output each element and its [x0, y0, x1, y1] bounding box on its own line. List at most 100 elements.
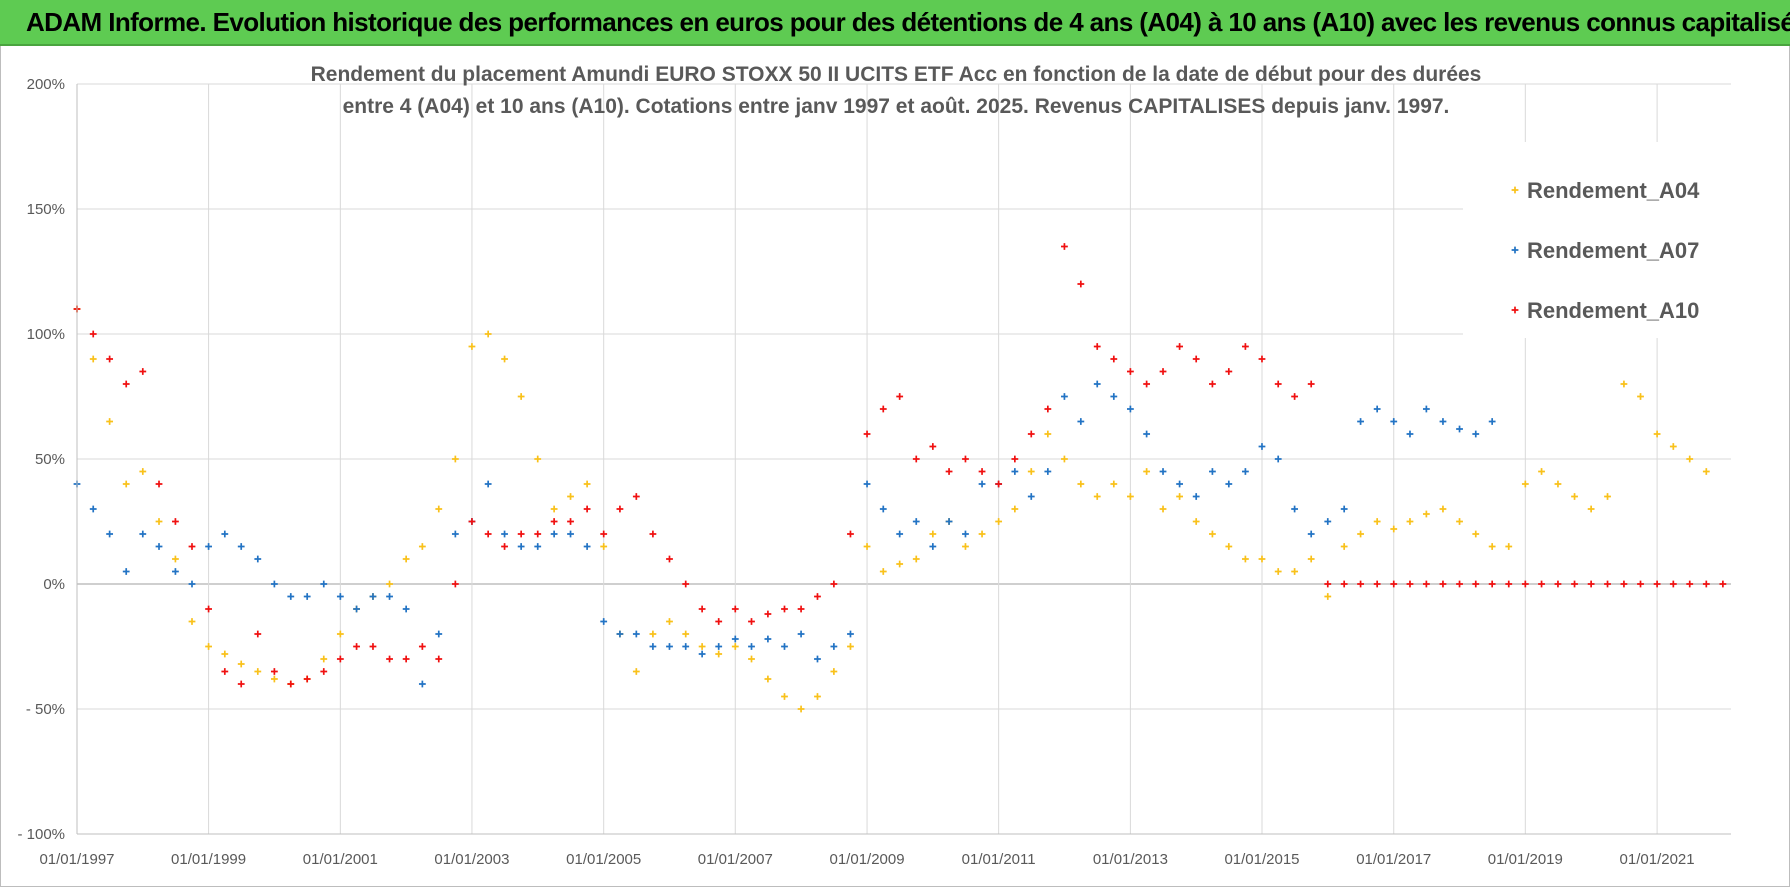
data-point [451, 530, 459, 538]
x-tick-label: 01/01/2017 [1356, 851, 1431, 868]
data-point [929, 543, 937, 550]
data-point [1538, 468, 1545, 475]
data-point [1077, 480, 1085, 488]
legend-marker [1511, 306, 1519, 314]
data-point [1390, 418, 1398, 425]
data-point [106, 355, 114, 363]
data-point [962, 543, 969, 550]
data-point [172, 568, 179, 575]
data-point [205, 605, 212, 613]
data-point [1538, 580, 1545, 588]
data-point [1422, 580, 1430, 588]
data-point [1456, 518, 1463, 525]
y-tick-label: 50% [35, 451, 65, 468]
data-point [172, 518, 179, 525]
data-point [1571, 493, 1578, 500]
data-point [945, 518, 953, 525]
x-tick-label: 01/01/2001 [303, 851, 378, 868]
data-point [731, 643, 739, 650]
data-point [1093, 380, 1101, 388]
data-point [550, 530, 558, 538]
series-Rendement_A04 [73, 305, 1710, 713]
data-point [879, 505, 887, 513]
data-point [583, 480, 591, 488]
data-point [1258, 555, 1266, 563]
data-point [583, 543, 591, 550]
data-point [1521, 580, 1529, 588]
data-point [896, 530, 904, 538]
chart-title: Rendement du placement Amundi EURO STOXX… [311, 63, 1482, 118]
data-point [1209, 468, 1216, 475]
data-point [1604, 493, 1611, 500]
data-point [600, 618, 608, 625]
data-point [1143, 430, 1151, 438]
data-point [1110, 355, 1118, 363]
data-point [1604, 580, 1611, 588]
data-point [962, 455, 969, 463]
data-point [1571, 580, 1578, 588]
data-point [731, 635, 739, 643]
data-point [814, 693, 821, 700]
data-point [1554, 480, 1562, 488]
data-point [188, 580, 196, 588]
data-point [1291, 393, 1299, 400]
data-point [1077, 280, 1085, 288]
data-point [1439, 505, 1447, 513]
data-point [929, 530, 937, 538]
legend-background [1463, 142, 1731, 338]
data-point [188, 618, 196, 625]
data-point [1587, 580, 1595, 588]
data-point [781, 643, 788, 650]
data-point [1011, 468, 1019, 475]
x-tick-label: 01/01/2005 [566, 851, 641, 868]
data-point [1127, 405, 1134, 413]
data-point [1192, 518, 1200, 525]
data-point [1406, 430, 1414, 438]
data-point [1505, 580, 1513, 588]
data-point [978, 480, 986, 488]
data-point [1027, 430, 1035, 438]
data-point [666, 618, 673, 625]
data-point [1587, 505, 1595, 513]
data-point [386, 593, 393, 600]
chart-title-line: Rendement du placement Amundi EURO STOXX… [311, 63, 1482, 86]
axes: - 100% - 50% 0% 50% 100% 150% 200% 01/01/1997 01… [17, 76, 1731, 868]
data-point [386, 655, 393, 663]
data-point [863, 543, 871, 550]
data-point [567, 518, 574, 525]
data-point [1225, 368, 1233, 375]
data-point [1209, 380, 1216, 388]
data-point [995, 480, 1003, 488]
data-point [303, 593, 311, 600]
data-point [1620, 580, 1628, 588]
data-point [715, 643, 723, 650]
data-point [122, 480, 130, 488]
data-point [1242, 468, 1249, 475]
data-point [1357, 580, 1364, 588]
data-point [517, 543, 525, 550]
data-point [1686, 580, 1694, 588]
data-point [797, 630, 805, 638]
data-point [1061, 393, 1068, 400]
data-point [666, 643, 673, 650]
data-point [1390, 580, 1398, 588]
data-point [1307, 530, 1315, 538]
data-point [1702, 468, 1710, 475]
data-point [764, 635, 772, 643]
x-tick-label: 01/01/2011 [962, 851, 1036, 868]
data-point [254, 555, 262, 563]
data-point [1373, 405, 1381, 413]
data-point [1176, 480, 1184, 488]
x-tick-label: 01/01/1997 [39, 851, 114, 868]
data-point [1373, 518, 1381, 525]
data-point [748, 618, 755, 625]
data-point [879, 405, 887, 413]
data-point [1554, 580, 1562, 588]
data-point [632, 630, 640, 638]
chart-title-line: entre 4 (A04) et 10 ans (A10). Cotations… [343, 95, 1450, 118]
data-point [1044, 430, 1052, 438]
data-point [534, 455, 542, 463]
legend-label: Rendement_A04 [1527, 178, 1700, 203]
data-point [1159, 368, 1167, 375]
data-point [484, 330, 492, 338]
